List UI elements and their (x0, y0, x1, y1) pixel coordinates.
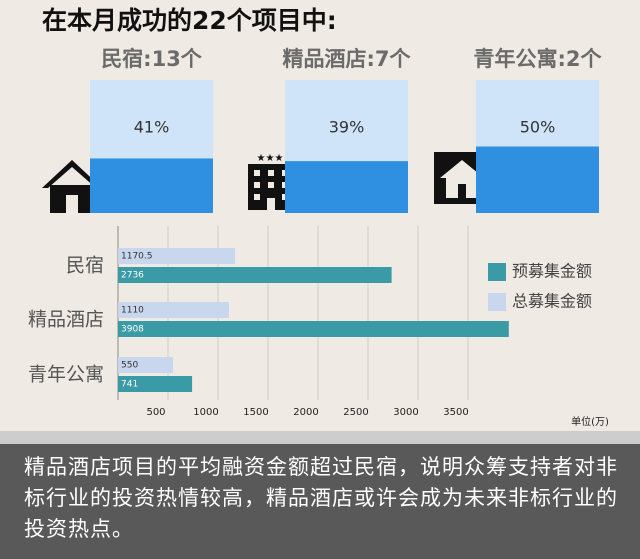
x-tick-label: 3000 (393, 407, 418, 418)
value-label: 1110 (121, 306, 144, 316)
x-tick-label: 3500 (443, 407, 468, 418)
category-label: 青年公寓:2个 (473, 47, 602, 71)
category-label: 民宿:13个 (101, 47, 203, 71)
chart: 在本月成功的22个项目中: ★★★ 民宿:13个 41% 精品酒店:7个 39% 青年公… (0, 6, 640, 444)
fill-bar (285, 161, 408, 213)
value-label: 550 (121, 361, 138, 371)
separator (0, 431, 640, 444)
bar (118, 267, 392, 283)
unit-label: 单位(万) (571, 415, 609, 428)
value-label: 3908 (121, 325, 144, 335)
bar (118, 321, 509, 337)
x-tick-label: 2000 (293, 407, 318, 418)
value-label: 2736 (121, 271, 144, 281)
category-label: 青年公寓 (28, 364, 104, 386)
svg-text:★★★: ★★★ (257, 153, 284, 164)
fill-bar (90, 158, 213, 213)
x-tick-label: 500 (146, 407, 165, 418)
value-label: 1170.5 (121, 252, 153, 262)
x-tick-label: 2500 (343, 407, 368, 418)
category-label: 民宿 (66, 255, 104, 277)
category-label: 精品酒店 (28, 309, 104, 331)
value-label: 39% (329, 118, 365, 137)
fill-bar (476, 146, 599, 213)
value-label: 741 (121, 380, 138, 390)
bar (118, 248, 236, 264)
category-label: 精品酒店:7个 (282, 47, 411, 71)
value-label: 41% (134, 118, 170, 137)
bar (118, 376, 193, 392)
bar (118, 302, 229, 318)
x-tick-label: 1000 (193, 407, 218, 418)
legend-swatch (488, 263, 506, 281)
legend-label: 预募集金额 (512, 262, 592, 281)
caption: 精品酒店项目的平均融资金额超过民宿，说明众筹支持者对非标行业的投资热情较高，精品… (0, 444, 640, 559)
chart-title: 在本月成功的22个项目中: (42, 6, 337, 35)
legend-swatch (488, 293, 506, 311)
value-label: 50% (520, 118, 556, 137)
x-tick-label: 1500 (243, 407, 268, 418)
legend-label: 总募集金额 (512, 292, 592, 311)
bar (118, 357, 173, 373)
